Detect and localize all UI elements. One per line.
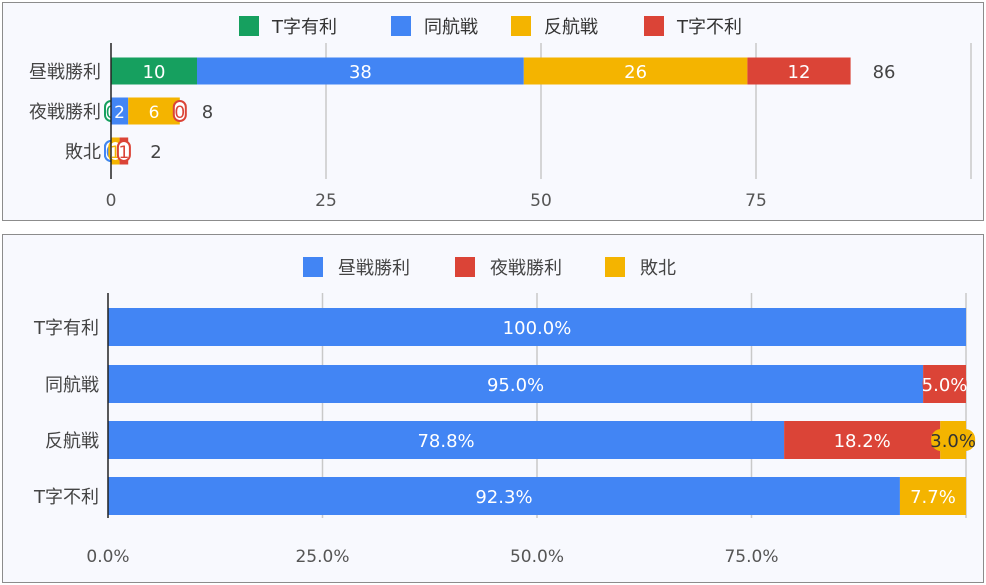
bar-segment-1-4 — [747, 57, 851, 85]
data-label-2-2: 2 — [114, 103, 125, 123]
x-tick-label-4: 75.0% — [724, 547, 778, 567]
data-label-4-3: 7.7% — [910, 487, 956, 508]
bar-segment-1-3 — [523, 57, 748, 85]
category-label-2: 夜戦勝利 — [29, 102, 101, 123]
bar-segment-4-1 — [108, 477, 900, 515]
data-label-4-1: 92.3% — [475, 487, 532, 508]
data-label-3-4: 1 — [118, 143, 129, 163]
bar-segment-1-1 — [111, 57, 197, 85]
data-label-1-4: 12 — [788, 62, 811, 83]
data-label-badge-3-3 — [931, 429, 976, 451]
stacked-percentage-chart: 昼戦勝利 夜戦勝利 敗北 0.0% 25.0% 50.0% 75.0% T字有利 100.0% 同… — [33, 257, 976, 567]
data-label-3-2: 18.2% — [834, 431, 891, 452]
legend-label-3: 反航戦 — [544, 17, 598, 38]
legend-label-1: T字有利 — [271, 17, 337, 38]
data-label-1-3: 26 — [624, 62, 647, 83]
data-label-3-1: 78.8% — [417, 431, 474, 452]
category-label-1: 昼戦勝利 — [29, 62, 101, 83]
legend-label-2: 夜戦勝利 — [490, 258, 562, 279]
x-tick-label-1: 0.0% — [86, 547, 129, 567]
bar-segment-4-3 — [899, 477, 966, 515]
x-tick-label-3: 50.0% — [510, 547, 564, 567]
x-tick-label-4: 75 — [745, 191, 767, 211]
legend-label-4: T字不利 — [676, 17, 742, 38]
bar-segment-2-2 — [111, 97, 129, 125]
data-label-badge-3-4 — [116, 140, 131, 162]
x-tick-label-2: 25 — [315, 191, 337, 211]
data-label-1-1: 100.0% — [503, 318, 572, 339]
x-tick-label-3: 50 — [530, 191, 552, 211]
category-label-2: 同航戦 — [45, 375, 99, 396]
x-tick-label-2: 25.0% — [295, 547, 349, 567]
stacked-count-chart: T字有利同航戦反航戦T字不利0255075昼戦勝利1038261286夜戦勝利0… — [29, 16, 972, 211]
bar-segment-3-2 — [784, 421, 941, 459]
data-label-3-3: 1 — [110, 143, 121, 163]
category-label-3: 敗北 — [65, 142, 101, 163]
data-label-2-4: 0 — [174, 103, 185, 123]
chart-panel-counts: T字有利同航戦反航戦T字不利0255075昼戦勝利1038261286夜戦勝利0… — [2, 2, 984, 221]
data-label-badge-2-2 — [922, 373, 967, 395]
chart-panel-percentages: 昼戦勝利 夜戦勝利 敗北 0.0% 25.0% 50.0% 75.0% T字有利 100.0% 同… — [2, 234, 984, 583]
data-label-badge-2-4 — [172, 100, 187, 122]
data-label-2-3: 6 — [149, 103, 160, 123]
bar-segment-2-1 — [108, 365, 924, 403]
bar-segment-1-2 — [197, 57, 524, 85]
legend-swatch-2 — [455, 257, 475, 277]
category-label-1: T字有利 — [33, 318, 99, 339]
legend-swatch-2 — [391, 16, 411, 36]
bar-segment-1-1 — [108, 308, 966, 346]
data-label-3-3: 3.0% — [930, 431, 976, 452]
bar-segment-3-1 — [108, 421, 785, 459]
bar-segment-2-3 — [128, 97, 180, 125]
data-label-2-1: 95.0% — [487, 375, 544, 396]
legend-label-2: 同航戦 — [424, 17, 478, 38]
category-label-3: 反航戦 — [45, 431, 99, 452]
data-label-1-2: 38 — [349, 62, 372, 83]
x-tick-label-1: 0 — [106, 191, 117, 211]
total-label-3: 2 — [150, 142, 161, 163]
data-label-1-1: 10 — [143, 62, 166, 83]
legend-label-3: 敗北 — [640, 258, 676, 279]
legend-swatch-1 — [303, 257, 323, 277]
legend-label-1: 昼戦勝利 — [338, 258, 410, 279]
legend-swatch-3 — [605, 257, 625, 277]
total-label-2: 8 — [202, 102, 213, 123]
category-label-4: T字不利 — [33, 487, 99, 508]
total-label-1: 86 — [873, 62, 896, 83]
legend-swatch-4 — [644, 16, 664, 36]
legend-swatch-1 — [239, 16, 259, 36]
legend-swatch-3 — [511, 16, 531, 36]
data-label-2-2: 5.0% — [922, 375, 968, 396]
